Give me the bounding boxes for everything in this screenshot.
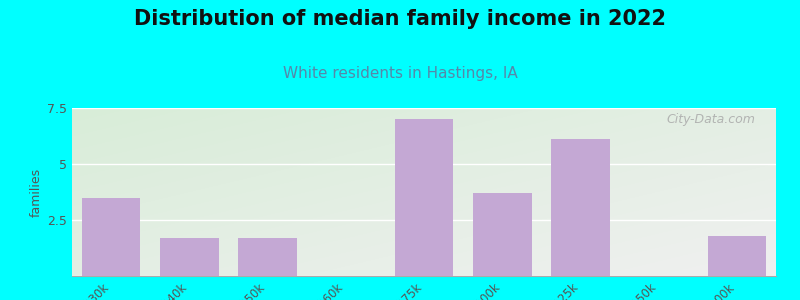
Bar: [160, 238, 218, 276]
Text: White residents in Hastings, IA: White residents in Hastings, IA: [282, 66, 518, 81]
Text: City-Data.com: City-Data.com: [666, 113, 755, 126]
Bar: [238, 238, 297, 276]
Bar: [394, 119, 454, 276]
Bar: [551, 140, 610, 276]
Bar: [82, 198, 141, 276]
Bar: [707, 236, 766, 276]
Text: Distribution of median family income in 2022: Distribution of median family income in …: [134, 9, 666, 29]
Y-axis label: families: families: [30, 167, 43, 217]
Bar: [473, 193, 531, 276]
